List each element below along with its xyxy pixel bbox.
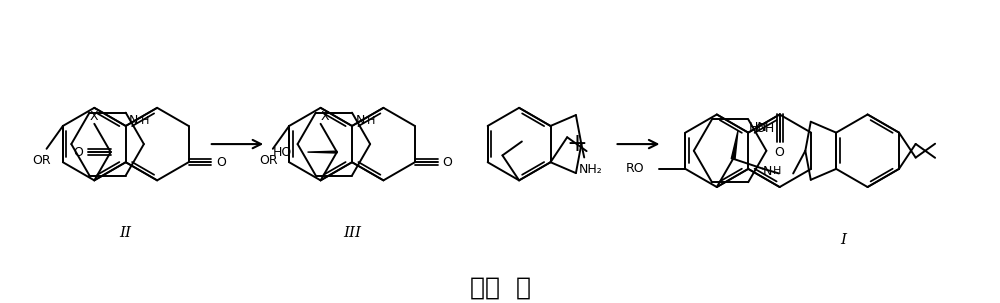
Text: II: II bbox=[120, 226, 132, 240]
Text: N: N bbox=[355, 114, 365, 127]
Text: 路线  二: 路线 二 bbox=[470, 275, 530, 299]
Text: O: O bbox=[775, 146, 785, 159]
Text: O: O bbox=[442, 156, 452, 169]
Polygon shape bbox=[308, 151, 337, 153]
Text: OH: OH bbox=[755, 122, 774, 135]
Text: O: O bbox=[216, 156, 226, 169]
Text: OR: OR bbox=[32, 154, 51, 167]
Text: RO: RO bbox=[625, 162, 644, 175]
Text: +: + bbox=[566, 132, 587, 156]
Text: H: H bbox=[367, 116, 376, 126]
Text: III: III bbox=[343, 226, 361, 240]
Text: N: N bbox=[129, 114, 138, 127]
Text: I: I bbox=[841, 233, 847, 247]
Text: OR: OR bbox=[259, 154, 277, 167]
Text: HO: HO bbox=[273, 145, 292, 158]
Text: H: H bbox=[141, 116, 149, 126]
Text: H: H bbox=[773, 166, 781, 176]
Polygon shape bbox=[731, 131, 738, 159]
Text: O: O bbox=[73, 145, 83, 158]
Text: N: N bbox=[763, 165, 772, 178]
Text: X: X bbox=[90, 110, 99, 123]
Text: X: X bbox=[321, 110, 330, 123]
Text: HN: HN bbox=[749, 121, 768, 134]
Text: NH₂: NH₂ bbox=[579, 163, 603, 176]
